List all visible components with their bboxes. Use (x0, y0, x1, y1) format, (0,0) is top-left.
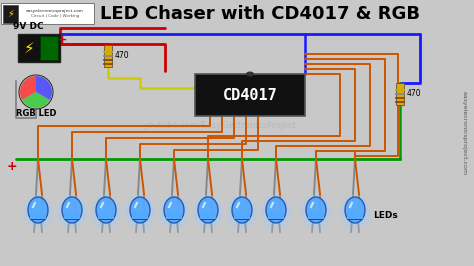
Text: 470: 470 (115, 52, 129, 60)
FancyBboxPatch shape (1, 3, 94, 24)
Text: Circuit | Code | Working: Circuit | Code | Working (31, 14, 79, 18)
Ellipse shape (246, 72, 254, 77)
Text: +: + (58, 35, 68, 45)
Ellipse shape (193, 194, 223, 230)
Bar (30, 212, 46, 220)
Ellipse shape (306, 197, 326, 223)
Text: easyelecronicsproject.com: easyelecronicsproject.com (26, 9, 84, 13)
Text: LED Chaser with CD4017 & RGB: LED Chaser with CD4017 & RGB (100, 5, 420, 23)
Bar (234, 212, 250, 220)
Bar (98, 218, 114, 220)
Ellipse shape (266, 197, 286, 223)
Bar (132, 212, 148, 220)
Bar (166, 212, 182, 220)
Text: 470: 470 (407, 89, 422, 98)
Ellipse shape (198, 197, 218, 223)
Ellipse shape (57, 194, 87, 230)
Ellipse shape (301, 194, 331, 230)
Ellipse shape (62, 197, 82, 223)
Bar (347, 212, 363, 220)
Text: RGB LED: RGB LED (16, 110, 56, 118)
Bar (18, 34, 60, 62)
Ellipse shape (125, 194, 155, 230)
Bar (200, 218, 216, 220)
Bar (132, 218, 148, 220)
Ellipse shape (164, 197, 184, 223)
Circle shape (19, 75, 53, 109)
Wedge shape (22, 92, 50, 108)
Bar (30, 218, 46, 220)
Bar (234, 218, 250, 220)
Text: LEDs: LEDs (373, 211, 398, 221)
Text: youtube.com/EasyElectronicsProject: youtube.com/EasyElectronicsProject (144, 122, 296, 131)
Bar (64, 212, 80, 220)
Bar (195, 74, 305, 116)
Bar (308, 218, 324, 220)
Bar (64, 218, 80, 220)
Text: easyelecronicsproject.com: easyelecronicsproject.com (462, 91, 466, 175)
Ellipse shape (159, 194, 189, 230)
Ellipse shape (345, 197, 365, 223)
Text: CD4017: CD4017 (223, 88, 277, 102)
Ellipse shape (96, 197, 116, 223)
Ellipse shape (23, 194, 53, 230)
Wedge shape (36, 76, 52, 100)
Ellipse shape (28, 197, 48, 223)
Ellipse shape (340, 194, 370, 230)
Text: 9V DC: 9V DC (13, 22, 43, 31)
Ellipse shape (130, 197, 150, 223)
Bar (40, 36, 58, 60)
Ellipse shape (91, 194, 121, 230)
Ellipse shape (227, 194, 257, 230)
Bar (98, 212, 114, 220)
Text: +: + (7, 160, 18, 172)
Bar (200, 212, 216, 220)
Bar (268, 218, 284, 220)
Ellipse shape (261, 194, 291, 230)
Bar (347, 218, 363, 220)
Text: ⚡: ⚡ (7, 9, 14, 19)
Bar (268, 212, 284, 220)
Bar (396, 83, 404, 105)
Wedge shape (20, 76, 36, 100)
Bar (166, 218, 182, 220)
Bar (308, 212, 324, 220)
Text: ⚡: ⚡ (24, 40, 35, 56)
Bar (104, 45, 112, 67)
Ellipse shape (232, 197, 252, 223)
Bar (3, 5, 18, 23)
